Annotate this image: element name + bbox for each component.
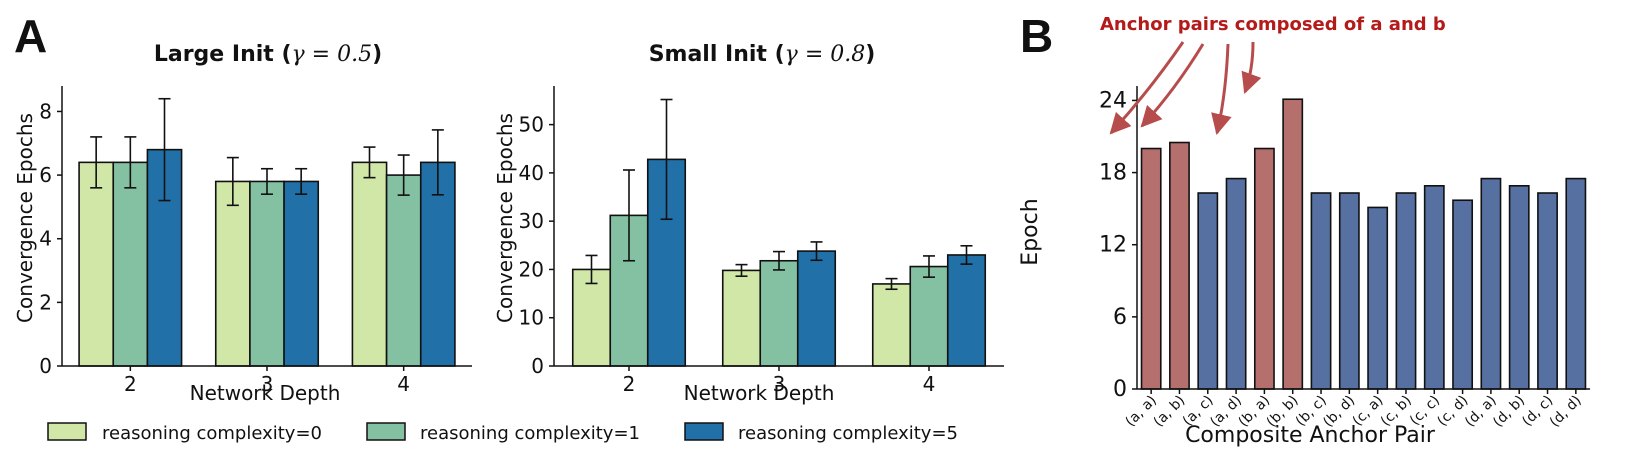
chart-small-xtick-label: 2 [623, 372, 636, 396]
chart-large-ytick-label: 2 [39, 290, 52, 314]
chart-anchor-ytick-label: 18 [1099, 161, 1127, 186]
chart-small-title: Small Init (γ = 0.8) [649, 42, 876, 67]
legend-swatch-0 [47, 422, 87, 441]
chart-anchor-ylabel: Epoch [1018, 198, 1043, 265]
chart-small-xtick-label: 4 [923, 372, 936, 396]
chart-anchor-bar [1565, 177, 1587, 390]
chart-large-xtick-label: 2 [124, 372, 137, 396]
annotation-arrows [1109, 41, 1262, 136]
chart-large-ylabel: Convergence Epochs [13, 113, 37, 323]
chart-small-ytick-label: 30 [519, 209, 544, 233]
chart-large-bar [112, 161, 149, 367]
chart-anchor-bar [1395, 192, 1417, 390]
chart-anchor-ytick-label: 12 [1099, 233, 1127, 258]
chart-large-ytick-label: 8 [39, 99, 52, 123]
chart-small-ytick-label: 10 [519, 306, 544, 330]
chart-anchor-bar [1140, 147, 1162, 390]
chart-anchor-bar [1452, 199, 1474, 390]
chart-small-bar [946, 254, 987, 367]
chart-large-bar [214, 180, 251, 367]
legend-swatch-2 [684, 422, 724, 441]
chart-anchor-bar [1423, 184, 1445, 390]
chart-large-bar [385, 174, 422, 367]
chart-large-ytick-label: 6 [39, 163, 52, 187]
chart-large-axes: 0 2 4 6 8 2 3 4 [39, 86, 472, 396]
chart-small-ytick-label: 20 [519, 257, 544, 281]
chart-anchor-bar [1338, 192, 1360, 390]
chart-anchor-bars [1140, 98, 1587, 390]
chart-anchor-xlabel: Composite Anchor Pair [1185, 423, 1436, 448]
legend-label-0: reasoning complexity=0 [102, 423, 322, 444]
chart-small-init: Small Init (γ = 0.8) 0 10 20 30 40 50 2 3 4 Netw… [493, 42, 1004, 405]
chart-large-title: Large Init (γ = 0.5) [154, 42, 382, 67]
chart-large-ytick-label: 4 [39, 227, 52, 251]
chart-small-xlabel: Network Depth [684, 381, 835, 405]
panel-label-a: A [14, 10, 47, 62]
chart-anchor-xtick-label: (d, b) [1490, 393, 1528, 431]
chart-small-errorbars [585, 98, 973, 291]
chart-anchor-bar [1367, 206, 1389, 390]
chart-anchor-bar [1169, 141, 1190, 390]
chart-anchor-ytick-label: 6 [1113, 305, 1127, 330]
chart-large-xtick-label: 3 [261, 372, 274, 396]
chart-large-init: Large Init (γ = 0.5) 0 2 4 6 8 2 3 4 Network De… [13, 42, 472, 405]
chart-large-bar [283, 180, 320, 367]
chart-anchor-bar [1197, 192, 1219, 390]
legend: reasoning complexity=0 reasoning complex… [47, 422, 958, 444]
chart-small-ytick-label: 50 [519, 113, 544, 137]
chart-small-axes: 0 10 20 30 40 50 2 3 4 [519, 86, 1004, 396]
panel-label-b: B [1020, 10, 1053, 62]
annotation-arrow-ab [1140, 43, 1205, 128]
chart-large-bar [249, 180, 285, 367]
chart-large-xlabel: Network Depth [190, 381, 341, 405]
chart-anchor-xtick-label: (a, a) [1123, 393, 1160, 430]
chart-small-bar [796, 250, 837, 367]
chart-large-bar [351, 161, 388, 367]
chart-anchor-bar [1253, 147, 1275, 390]
chart-anchor-annotation: Anchor pairs composed of a and b [1100, 14, 1446, 35]
annotation-arrow-bb [1241, 41, 1262, 94]
annotation-arrow-aa [1109, 41, 1185, 135]
legend-swatch-1 [366, 422, 406, 441]
chart-small-ytick-label: 40 [519, 161, 544, 185]
chart-small-xtick-label: 3 [773, 372, 786, 396]
chart-large-xtick-label: 4 [397, 372, 410, 396]
legend-label-1: reasoning complexity=1 [420, 423, 640, 444]
chart-small-ylabel: Convergence Epochs [493, 113, 517, 323]
chart-anchor-bar [1480, 177, 1502, 390]
chart-anchor-xtick-label: (d, a) [1462, 393, 1500, 431]
chart-anchor-xtick-label: (a, b) [1151, 393, 1189, 431]
chart-small-bar [909, 265, 949, 367]
chart-large-ytick-label: 0 [39, 354, 52, 378]
legend-label-2: reasoning complexity=5 [738, 423, 958, 444]
chart-large-bar [78, 161, 115, 367]
annotation-arrow-ba [1211, 43, 1232, 136]
chart-small-bar [721, 269, 762, 367]
chart-small-ytick-label: 0 [531, 354, 544, 378]
chart-small-bar [759, 259, 799, 367]
chart-anchor-ytick-label: 24 [1099, 88, 1127, 113]
chart-large-errorbars [90, 97, 444, 207]
chart-anchor-xtick-label: (d, d) [1547, 393, 1585, 431]
chart-anchor-ytick-label: 0 [1113, 377, 1127, 402]
chart-anchor-bar [1537, 192, 1558, 390]
chart-anchor-bar [1282, 98, 1304, 390]
chart-anchor-bar [1310, 192, 1332, 390]
chart-small-bar [871, 283, 912, 367]
chart-anchor-bar [1508, 184, 1530, 390]
chart-anchor-bar [1225, 177, 1247, 390]
